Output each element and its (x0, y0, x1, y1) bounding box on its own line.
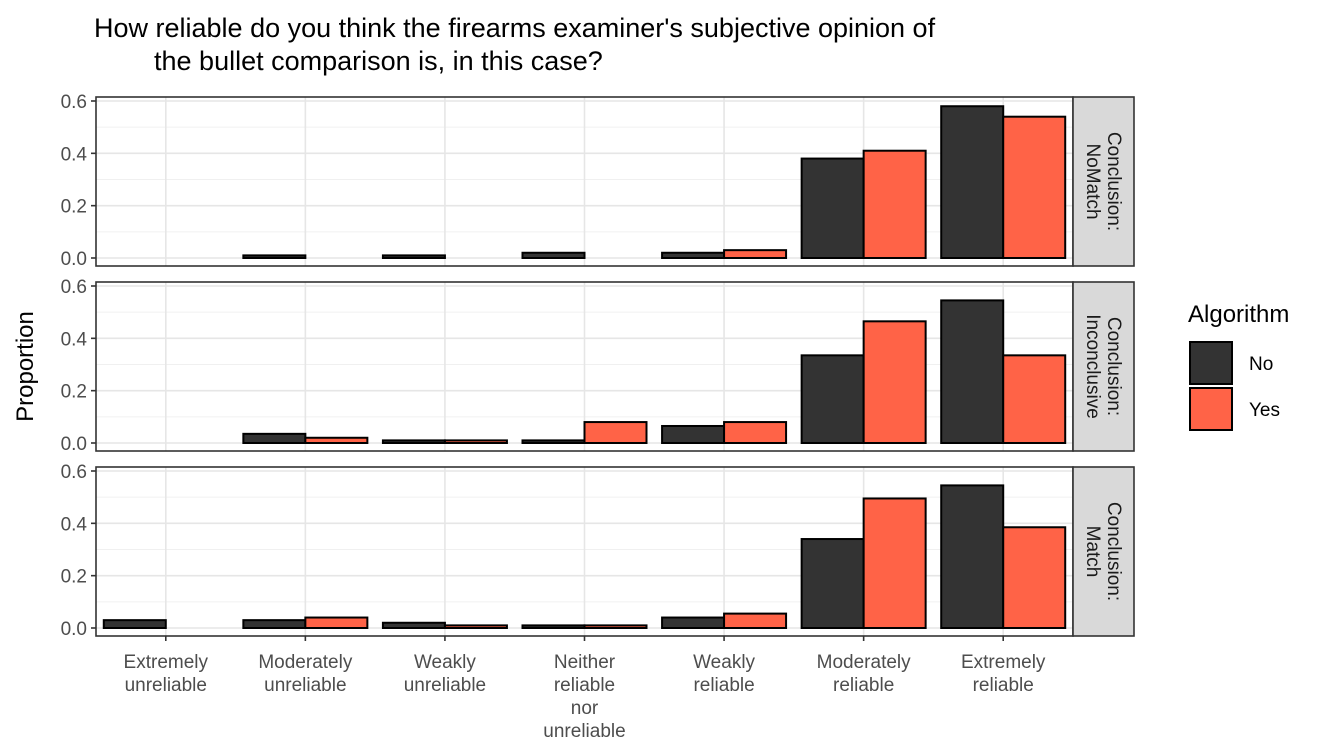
y-tick-label: 0.4 (61, 514, 88, 535)
chart-title-line: How reliable do you think the firearms e… (94, 13, 936, 43)
bar-yes (1002, 526, 1067, 630)
bar-no (661, 424, 726, 445)
bar-no (381, 621, 446, 629)
bar-no (800, 354, 865, 445)
y-tick-label: 0.0 (61, 619, 87, 640)
bar-yes (443, 624, 508, 630)
y-tick-label: 0.2 (61, 382, 87, 403)
facet-strip (1072, 281, 1135, 452)
legend-label-no: No (1249, 354, 1273, 375)
bar-yes (443, 439, 508, 444)
x-tick-label: Weakly unreliable (404, 652, 486, 696)
x-tick-label: Weakly reliable (693, 652, 755, 696)
bar-yes (723, 612, 788, 630)
x-tick-label: Extremely unreliable (124, 652, 209, 696)
x-tick-label: Extremely reliable (961, 652, 1046, 696)
bar-no (242, 619, 307, 630)
x-tick-label: Neither reliable nor unreliable (543, 652, 625, 742)
bar-yes (583, 624, 648, 630)
bar-no (381, 439, 446, 444)
legend-label-yes: Yes (1249, 400, 1280, 421)
x-tick-label: Moderately reliable (817, 652, 911, 696)
facet-strip (1072, 466, 1135, 637)
chart-title: How reliable do you think the firearms e… (94, 13, 936, 76)
bar-no (242, 432, 307, 445)
bar-yes (304, 616, 369, 629)
bar-yes (1002, 115, 1067, 259)
bar-no (102, 619, 167, 630)
y-tick-label: 0.6 (61, 462, 87, 483)
facet-strip-label: Conclusion:Match (1082, 502, 1124, 601)
y-tick-label: 0.2 (61, 567, 87, 588)
facet-panel: 0.0 0.2 0.4 0.6 Conclusion:NoMatch (61, 92, 1135, 270)
y-tick-label: 0.0 (61, 434, 87, 455)
bar-yes (723, 421, 788, 445)
bar-yes (862, 497, 927, 629)
bar-yes (723, 249, 788, 259)
y-tick-label: 0.6 (61, 277, 87, 298)
bar-yes (583, 421, 648, 445)
legend-title: Algorithm (1188, 301, 1289, 328)
facet-panel: 0.0 0.2 0.4 0.6 Conclusion:Inconclusive (61, 277, 1135, 455)
bar-no (940, 299, 1005, 444)
bar-no (800, 157, 865, 259)
bar-no (381, 254, 446, 259)
facet-strip-label: Conclusion:Inconclusive (1082, 314, 1124, 419)
bar-no (521, 439, 586, 444)
y-tick-label: 0.4 (61, 329, 88, 350)
bar-no (242, 254, 307, 259)
bar-no (661, 616, 726, 629)
bar-yes (862, 149, 927, 259)
y-tick-label: 0.0 (61, 249, 87, 270)
bar-no (521, 624, 586, 630)
facet-panel: 0.0 0.2 0.4 0.6 Conclusion:Match (61, 462, 1135, 640)
chart-title-line: the bullet comparison is, in this case? (94, 46, 603, 76)
y-tick-label: 0.4 (61, 144, 88, 165)
bar-no (521, 251, 586, 259)
bar-yes (304, 436, 369, 444)
x-tick-label: Moderately unreliable (258, 652, 352, 696)
y-axis-label: Proportion (12, 311, 39, 422)
bar-no (800, 538, 865, 629)
facet-strip-label: Conclusion:NoMatch (1082, 132, 1124, 231)
bar-yes (862, 320, 927, 445)
legend: Algorithm No Yes (1188, 301, 1289, 431)
bar-no (940, 105, 1005, 259)
bar-no (661, 251, 726, 259)
y-tick-label: 0.6 (61, 92, 87, 113)
bar-no (940, 484, 1005, 629)
bar-yes (1002, 354, 1067, 445)
y-tick-label: 0.2 (61, 197, 87, 218)
legend-key-yes (1189, 387, 1233, 431)
facet-strip (1072, 96, 1135, 267)
legend-key-no (1189, 341, 1233, 385)
